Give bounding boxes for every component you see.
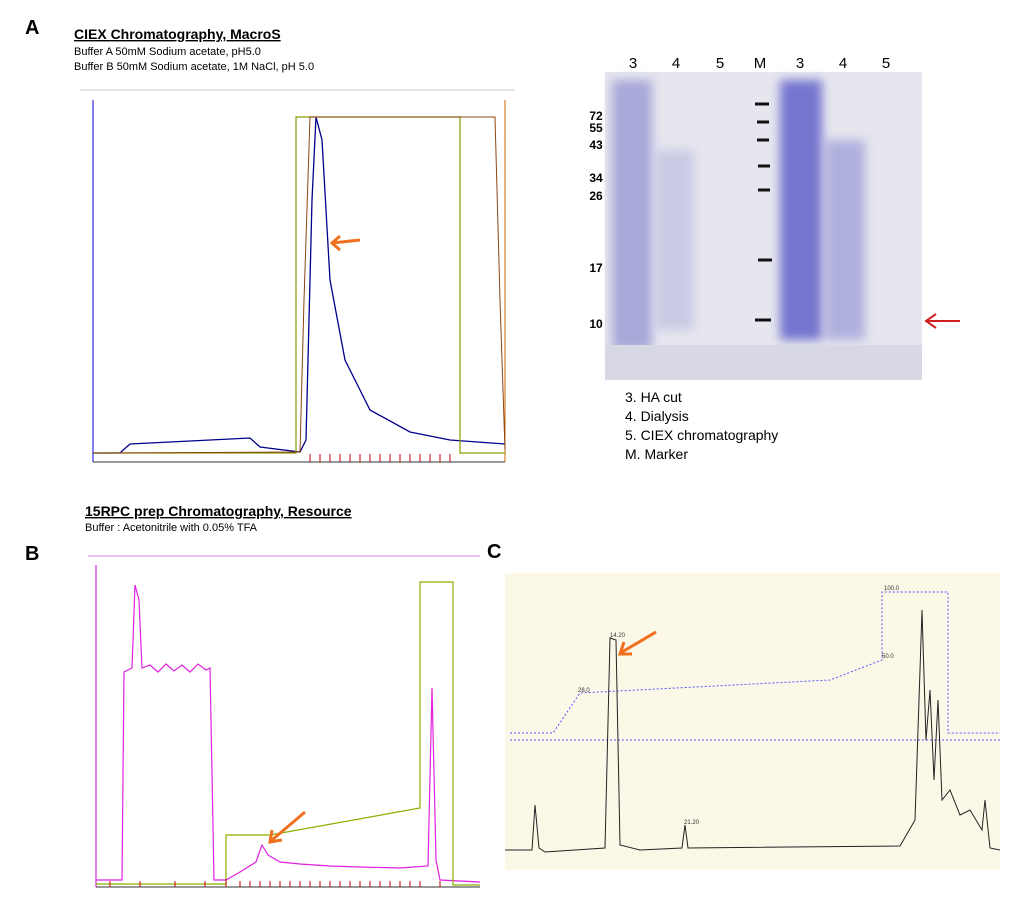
marker-label: 10 bbox=[589, 317, 603, 331]
lane-label: 4 bbox=[672, 55, 680, 72]
chromatogram-a bbox=[80, 89, 515, 463]
gel-image bbox=[605, 72, 960, 380]
gel-legend: 3. HA cut bbox=[625, 389, 682, 405]
panel-title: 15RPC prep Chromatography, Resource bbox=[85, 503, 352, 519]
panel-label: B bbox=[25, 543, 39, 565]
gel-legend: 5. CIEX chromatography bbox=[625, 427, 778, 443]
panel-label: C bbox=[487, 541, 501, 563]
marker-label: 26 bbox=[589, 189, 603, 203]
buffer-text: Buffer B 50mM Sodium acetate, 1M NaCl, p… bbox=[74, 61, 314, 73]
chromatogram-b bbox=[88, 555, 481, 888]
lane-label: 4 bbox=[839, 55, 847, 72]
buffer-text: Buffer : Acetonitrile with 0.05% TFA bbox=[85, 522, 258, 534]
lane-label: 3 bbox=[629, 55, 637, 72]
panel-label: A bbox=[25, 17, 39, 39]
peak-label: 14.20 bbox=[610, 633, 626, 639]
marker-label: 72 bbox=[589, 109, 603, 123]
gradient-label: 50.0 bbox=[882, 654, 894, 660]
lane-label: 5 bbox=[882, 55, 890, 72]
lane-label: 3 bbox=[796, 55, 804, 72]
gel-legend: 4. Dialysis bbox=[625, 408, 689, 424]
marker-label: 34 bbox=[589, 171, 603, 185]
gel-legend: M. Marker bbox=[625, 446, 688, 462]
marker-label: 43 bbox=[589, 138, 603, 152]
buffer-text: Buffer A 50mM Sodium acetate, pH5.0 bbox=[74, 46, 261, 58]
gradient-label: 100.0 bbox=[884, 586, 900, 592]
chromatogram-c bbox=[505, 573, 1001, 870]
peak-label: 21.20 bbox=[684, 820, 700, 826]
marker-label: 17 bbox=[589, 261, 603, 275]
lane-label: M bbox=[754, 55, 767, 72]
marker-label: 55 bbox=[589, 121, 603, 135]
panel-title: CIEX Chromatography, MacroS bbox=[74, 26, 281, 42]
lane-label: 5 bbox=[716, 55, 724, 72]
gradient-label: 28.0 bbox=[578, 688, 590, 694]
